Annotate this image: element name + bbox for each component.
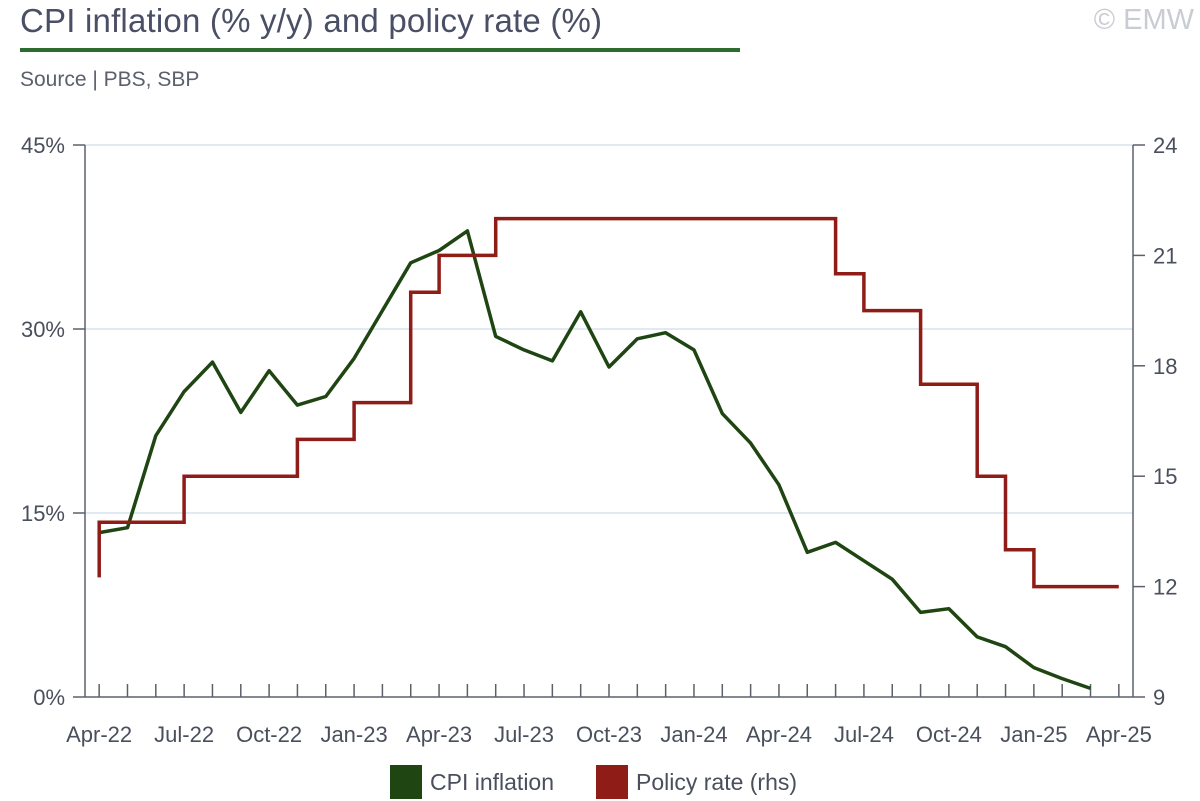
x-tick-label-9: Jul-24 <box>834 722 894 747</box>
x-tick-label-8: Apr-24 <box>746 722 812 747</box>
legend-item-policy: Policy rate (rhs) <box>596 765 797 799</box>
x-tick-label-7: Jan-24 <box>660 722 727 747</box>
y-left-tick-label-2: 30% <box>21 317 65 342</box>
chart-title: CPI inflation (% y/y) and policy rate (%… <box>20 2 603 39</box>
x-tick-label-5: Jul-23 <box>494 722 554 747</box>
y-right-tick-label-0: 9 <box>1153 685 1165 710</box>
y-right-tick-label-2: 15 <box>1153 464 1177 489</box>
x-tick-label-11: Jan-25 <box>1000 722 1067 747</box>
y-right-tick-label-5: 24 <box>1153 133 1177 158</box>
series-line-cpi <box>98 229 1092 691</box>
x-tick-label-4: Apr-23 <box>406 722 472 747</box>
copyright-mark: © EMW <box>1093 4 1194 36</box>
legend-item-cpi: CPI inflation <box>390 765 554 799</box>
x-tick-label-0: Apr-22 <box>66 722 132 747</box>
legend-label-policy: Policy rate (rhs) <box>636 768 798 795</box>
legend-swatch-policy <box>596 765 628 799</box>
x-tick-label-10: Oct-24 <box>916 722 982 747</box>
y-left-tick-label-3: 45% <box>21 133 65 158</box>
title-underline <box>20 48 740 52</box>
series-line-policy <box>97 216 1119 589</box>
source-note: Source | PBS, SBP <box>20 68 200 91</box>
y-right-tick-label-3: 18 <box>1153 354 1177 379</box>
x-tick-label-6: Oct-23 <box>576 722 642 747</box>
x-tick-label-12: Apr-25 <box>1086 722 1152 747</box>
legend-label-cpi: CPI inflation <box>430 768 555 795</box>
y-right-tick-label-1: 12 <box>1153 575 1177 600</box>
x-tick-label-1: Jul-22 <box>154 722 214 747</box>
y-left-tick-label-1: 15% <box>21 501 65 526</box>
legend: CPI inflation Policy rate (rhs) <box>0 765 1200 801</box>
y-right-tick-label-4: 21 <box>1153 243 1177 268</box>
x-tick-label-3: Jan-23 <box>320 722 387 747</box>
y-left-tick-label-0: 0% <box>33 685 65 710</box>
x-tick-label-2: Oct-22 <box>236 722 302 747</box>
chart-canvas: 0% 15% 30% 45% 9 12 15 18 21 24 Apr-22 Jul-22 Oct-22… <box>21 133 1178 747</box>
legend-swatch-cpi <box>390 765 422 799</box>
